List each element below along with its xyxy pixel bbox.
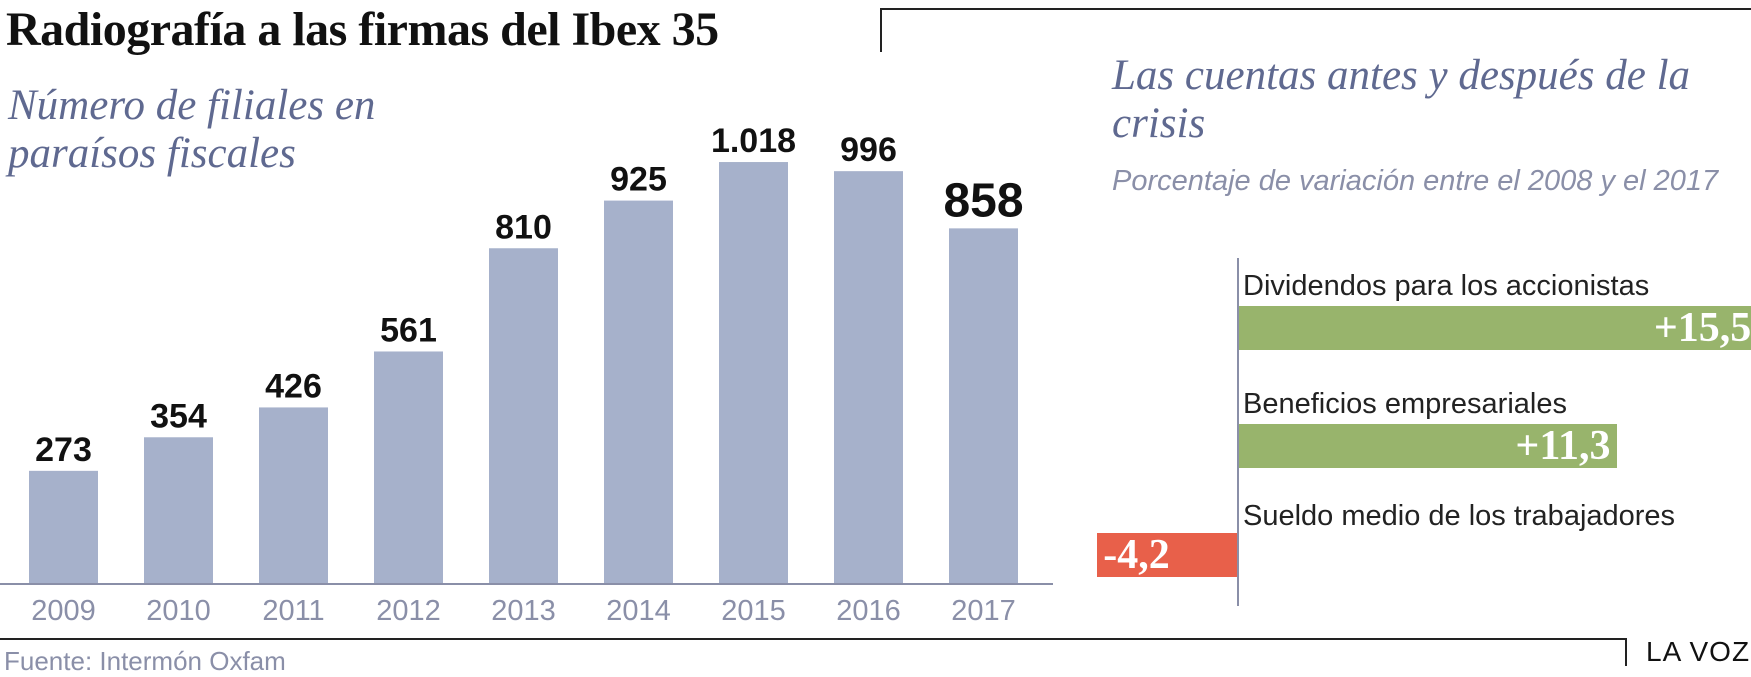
bar-value-label: 426 (265, 367, 322, 405)
hbar-positive: +15,5 (1238, 305, 1751, 351)
bar-value-label: 354 (150, 397, 207, 435)
chart-title: Radiografía a las firmas del Ibex 35 (6, 3, 719, 56)
bar-2017 (949, 228, 1018, 584)
bar-value-label: 1.018 (711, 122, 796, 160)
bar-2014 (604, 200, 673, 584)
x-tick-label: 2014 (606, 595, 671, 627)
zero-axis (1237, 258, 1239, 606)
bar-2013 (489, 248, 558, 584)
x-tick-label: 2013 (491, 595, 556, 627)
hbar-chart-subtitle: Porcentaje de variación entre el 2008 y … (1112, 165, 1719, 197)
bar-2011 (259, 407, 328, 584)
brand-logo: LA VOZ (1646, 636, 1751, 667)
x-tick-label: 2017 (951, 595, 1016, 627)
bar-value-label: 561 (380, 311, 437, 349)
hbar-category-label: Sueldo medio de los trabajadores (1243, 500, 1676, 532)
footer-rule (0, 638, 1625, 640)
bar-value-label: 996 (840, 131, 897, 169)
header-rule-tick (880, 8, 882, 52)
bar-2010 (144, 437, 213, 584)
hbar-category-label: Beneficios empresariales (1243, 388, 1567, 420)
bar-value-label: 858 (943, 174, 1023, 227)
hbar-value-label: -4,2 (1103, 532, 1170, 578)
header-rule (880, 8, 1751, 10)
bar-value-label: 925 (610, 161, 667, 199)
bar-value-label: 810 (495, 208, 552, 246)
bar-value-label: 273 (35, 431, 92, 469)
x-tick-label: 2015 (721, 595, 786, 627)
bar-chart: 273 2009 354 2010 426 2011 561 2012 810 2013 925 20… (0, 122, 1053, 627)
hbar-value-label: +15,5 (1653, 305, 1751, 351)
bar-2015 (719, 162, 788, 584)
x-tick-label: 2009 (31, 595, 96, 627)
hbar-value-label: +11,3 (1515, 423, 1611, 469)
bar-2012 (374, 351, 443, 584)
hbar-negative: -4,2 (1097, 532, 1238, 578)
hbar-category-label: Dividendos para los accionistas (1243, 270, 1650, 302)
x-tick-label: 2016 (836, 595, 901, 627)
bar-chart-title: Número de filiales en paraísos fiscales (8, 82, 376, 177)
footer-rule-tick (1625, 638, 1627, 666)
bar-2016 (834, 171, 903, 584)
hbar-positive: +11,3 (1238, 423, 1617, 469)
bar-2009 (29, 470, 98, 584)
x-tick-label: 2010 (146, 595, 211, 627)
x-tick-label: 2011 (262, 595, 324, 627)
x-tick-label: 2012 (376, 595, 441, 627)
hbar-chart-title: Las cuentas antes y después de la crisis (1112, 52, 1691, 147)
source-note: Fuente: Intermón Oxfam (4, 646, 286, 676)
